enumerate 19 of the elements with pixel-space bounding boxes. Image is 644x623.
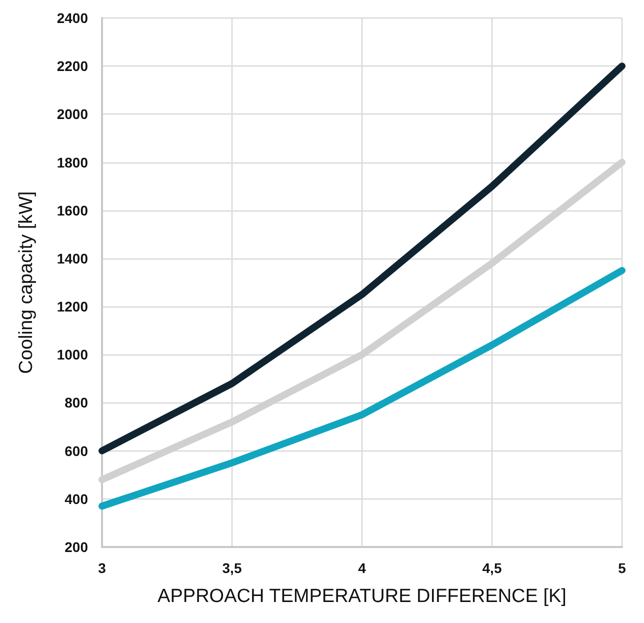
x-tick-label: 3 xyxy=(98,560,106,576)
y-tick-label: 800 xyxy=(64,394,88,411)
y-tick-label: 2400 xyxy=(56,10,88,26)
x-tick-label: 4,5 xyxy=(482,560,502,576)
x-tick-label: 4 xyxy=(358,560,366,576)
y-tick-label: 1000 xyxy=(56,346,88,363)
y-tick-label: 400 xyxy=(64,490,88,507)
x-tick-label: 5 xyxy=(618,560,626,576)
y-tick-label: 200 xyxy=(64,539,88,555)
y-tick-label: 1400 xyxy=(56,250,88,266)
y-axis-title: Cooling capacity [kW] xyxy=(16,191,37,374)
y-tick-label: 1200 xyxy=(56,298,88,315)
y-tick-label: 2200 xyxy=(56,58,88,74)
x-axis-title: APPROACH TEMPERATURE DIFFERENCE [K] xyxy=(158,586,566,607)
y-tick-label: 1600 xyxy=(56,202,88,218)
y-tick-label: 600 xyxy=(64,442,88,459)
x-tick-label: 3,5 xyxy=(222,560,242,576)
y-tick-label: 1800 xyxy=(56,154,88,170)
y-tick-label: 2000 xyxy=(56,106,88,122)
